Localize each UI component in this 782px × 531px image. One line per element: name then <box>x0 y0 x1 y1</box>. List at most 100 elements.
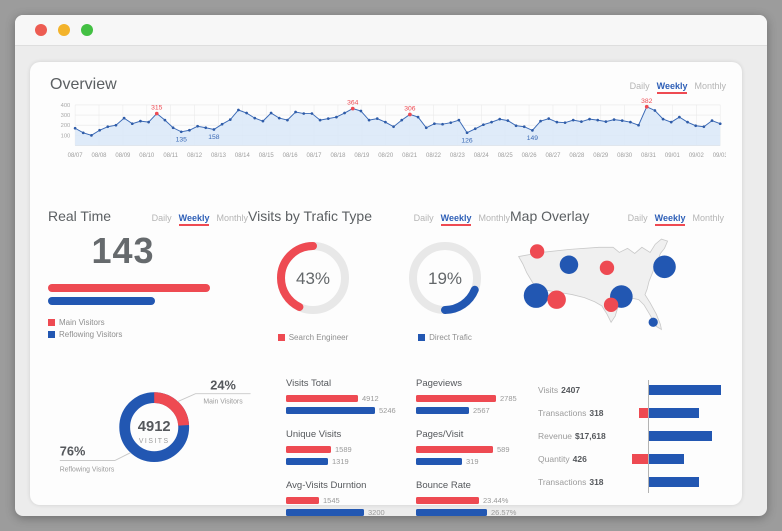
stat-bar-blue <box>286 458 328 465</box>
stat-bar-row: 1545 <box>286 496 408 505</box>
minimize-window-button[interactable] <box>58 24 70 36</box>
realtime-bar-main-visitors <box>48 284 210 292</box>
metric-label: Quantity <box>538 453 570 464</box>
stat-group-label: Pageviews <box>416 378 462 389</box>
stat-bar-blue <box>416 509 487 516</box>
metric-label-zone: Revenue $17,618 <box>538 431 630 441</box>
x-axis-label: 08/25 <box>498 153 514 159</box>
realtime-tab-monthly[interactable]: Monthly <box>216 213 248 223</box>
legend-label: Search Engineer <box>288 333 349 342</box>
chart-annotation: 382 <box>641 98 653 105</box>
browser-window: Overview Daily Weekly Monthly 08/07 08/08… <box>15 15 767 516</box>
metric-value: 2407 <box>561 384 581 395</box>
stat-bar-value: 5246 <box>379 406 396 415</box>
bottom-row: 24% Main Visitors 76% Reflowing Visitors… <box>30 370 742 516</box>
middle-row: Real Time Daily Weekly Monthly 143 Main … <box>30 208 742 368</box>
stat-bar-value: 1589 <box>335 445 352 454</box>
us-bubble-map <box>517 238 676 331</box>
legend-item-reflowing-visitors: Reflowing Visitors <box>48 330 248 339</box>
stat-bar-row: 3200 <box>286 508 408 516</box>
window-titlebar <box>15 15 767 46</box>
realtime-tab-daily[interactable]: Daily <box>151 213 172 223</box>
donut-rings <box>119 392 190 463</box>
legend-label: Direct Trafic <box>429 333 472 342</box>
stat-group-label: Unique Visits <box>286 429 342 440</box>
overview-tab-monthly[interactable]: Monthly <box>694 81 726 91</box>
stat-bar-value: 589 <box>497 445 510 454</box>
legend-item-main-visitors: Main Visitors <box>48 318 248 327</box>
metric-value: $17,618 <box>575 430 606 441</box>
x-axis-label: 08/22 <box>426 153 442 159</box>
close-window-button[interactable] <box>35 24 47 36</box>
traffic-tab-monthly[interactable]: Monthly <box>478 213 510 223</box>
map-bubble <box>603 297 619 313</box>
stat-bar-value: 3200 <box>368 508 385 516</box>
map-tab-monthly[interactable]: Monthly <box>692 213 724 223</box>
x-axis-label: 08/24 <box>474 153 490 159</box>
x-axis-label: 08/20 <box>378 153 394 159</box>
stat-bar-row: 319 <box>416 457 538 466</box>
metric-row: Quantity 426 <box>538 447 724 470</box>
metric-label-zone: Quantity 426 <box>538 454 630 464</box>
realtime-current-count: 143 <box>91 230 155 271</box>
metric-label: Revenue <box>538 430 573 441</box>
map-bubble <box>653 255 676 279</box>
stat-bar-value: 23.44% <box>483 496 509 505</box>
stat-bar-red <box>286 446 331 453</box>
map-tab-weekly[interactable]: Weekly <box>654 213 686 226</box>
x-axis-label: 09/02 <box>689 153 705 159</box>
stat-group-avg-visits-durntion: Avg-Visits Durntion 1545 3200 <box>286 480 408 516</box>
stat-bar-row: 23.44% <box>416 496 538 505</box>
x-axis-label: 08/07 <box>68 153 84 159</box>
metric-row: Revenue $17,618 <box>538 424 724 447</box>
overview-tab-weekly[interactable]: Weekly <box>656 81 688 94</box>
overview-title: Overview <box>50 76 117 93</box>
donut-percent-value: 43% <box>296 269 330 288</box>
realtime-period-tabs: Daily Weekly Monthly <box>152 213 248 226</box>
visits-count-label: VISITS <box>139 438 170 445</box>
realtime-bar-reflowing-visitors <box>48 297 155 305</box>
donut-arc <box>277 242 349 314</box>
overview-tab-daily[interactable]: Daily <box>629 81 650 91</box>
traffic-type-section: Visits by Trafic Type Daily Weekly Month… <box>248 208 510 368</box>
x-axis-label: 09/03 <box>713 153 726 159</box>
search-engine-donut-chart: 43% <box>277 242 349 314</box>
traffic-tab-daily[interactable]: Daily <box>413 213 434 223</box>
realtime-tab-weekly[interactable]: Weekly <box>178 213 210 226</box>
donut-arc <box>409 242 481 314</box>
y-axis-label: 400 <box>61 103 71 109</box>
map-bubbles <box>523 244 676 327</box>
zoom-window-button[interactable] <box>81 24 93 36</box>
x-axis-label: 08/15 <box>259 153 275 159</box>
stat-bar-value: 2785 <box>500 394 517 403</box>
stat-bar-red <box>286 395 358 402</box>
direct-traffic-donut-block: 19% Direct Trafic <box>386 238 504 342</box>
overview-period-tabs: Daily Weekly Monthly <box>630 81 726 94</box>
x-axis-label: 08/26 <box>522 153 538 159</box>
x-axis-label: 08/23 <box>450 153 466 159</box>
x-axis-label: 08/16 <box>283 153 299 159</box>
blue-swatch-icon <box>418 334 426 341</box>
metric-bar-zone <box>630 384 724 395</box>
traffic-tab-weekly[interactable]: Weekly <box>440 213 472 226</box>
line-chart-plot: 08/07 08/08 08/09 08/10 08/11 08/12 08/13 08/14… <box>61 98 726 159</box>
stat-bar-row: 1589 <box>286 445 408 454</box>
map-bubble <box>523 283 549 308</box>
realtime-section: Real Time Daily Weekly Monthly 143 Main … <box>48 208 248 368</box>
visits-count: 4912 <box>138 419 171 435</box>
metric-bar-positive <box>649 453 684 464</box>
stat-bar-value: 2567 <box>473 406 490 415</box>
chart-annotation: 364 <box>347 100 359 107</box>
chart-annotation: 306 <box>404 106 416 113</box>
map-tab-daily[interactable]: Daily <box>627 213 648 223</box>
stat-bar-row: 5246 <box>286 406 408 415</box>
search-engine-donut-block: 43% Search Engineer <box>254 238 372 342</box>
stat-bar-blue <box>416 407 469 414</box>
chart-annotation: 126 <box>461 137 473 144</box>
stat-group-label: Bounce Rate <box>416 480 471 491</box>
dashboard-card: Overview Daily Weekly Monthly 08/07 08/08… <box>30 62 742 516</box>
x-axis-label: 08/29 <box>593 153 609 159</box>
stat-bar-value: 1319 <box>332 457 349 466</box>
stat-bar-row: 4912 <box>286 394 408 403</box>
x-axis-label: 08/30 <box>617 153 633 159</box>
